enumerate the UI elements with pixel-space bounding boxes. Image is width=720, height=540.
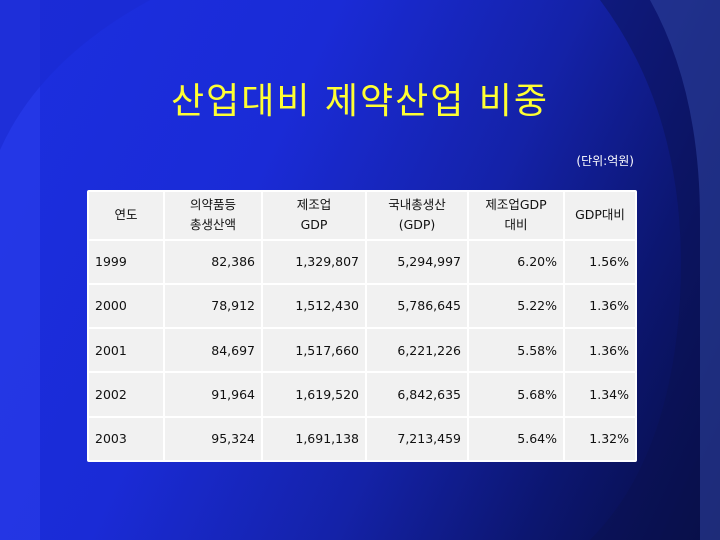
- value-cell: 7,213,459: [367, 417, 467, 460]
- header-cell: GDP대비: [565, 192, 635, 239]
- value-cell: 1.36%: [565, 284, 635, 328]
- value-cell: 5,294,997: [367, 240, 467, 283]
- value-cell: 1,517,660: [263, 329, 365, 372]
- header-cell: 의약품등 총생산액: [165, 192, 261, 239]
- value-cell: 95,324: [165, 417, 261, 460]
- table-row: 2001 84,697 1,517,660 6,221,226 5.58% 1.36%: [89, 329, 635, 372]
- header-cell: 제조업 GDP: [263, 192, 365, 239]
- value-cell: 78,912: [165, 284, 261, 328]
- value-cell: 5.64%: [469, 417, 563, 460]
- right-arc-shape: [590, 0, 720, 540]
- value-cell: 84,697: [165, 329, 261, 372]
- value-cell: 5.22%: [469, 284, 563, 328]
- value-cell: 1,619,520: [263, 373, 365, 416]
- table-row: 1999 82,386 1,329,807 5,294,997 6.20% 1.56%: [89, 240, 635, 283]
- year-cell: 1999: [89, 240, 163, 283]
- value-cell: 5.68%: [469, 373, 563, 416]
- value-cell: 5,786,645: [367, 284, 467, 328]
- right-curve-shape: [650, 0, 720, 540]
- value-cell: 91,964: [165, 373, 261, 416]
- value-cell: 6,842,635: [367, 373, 467, 416]
- header-cell: 국내총생산 (GDP): [367, 192, 467, 239]
- value-cell: 1.56%: [565, 240, 635, 283]
- value-cell: 1,329,807: [263, 240, 365, 283]
- table-row: 2002 91,964 1,619,520 6,842,635 5.68% 1.34%: [89, 373, 635, 416]
- value-cell: 6.20%: [469, 240, 563, 283]
- year-cell: 2001: [89, 329, 163, 372]
- left-bar-shape: [0, 0, 40, 540]
- value-cell: 82,386: [165, 240, 261, 283]
- table-header-row: 연도 의약품등 총생산액 제조업 GDP 국내총생산 (GDP) 제조업GDP 대비 G…: [89, 192, 635, 239]
- data-table: 연도 의약품등 총생산액 제조업 GDP 국내총생산 (GDP) 제조업GDP 대비 G…: [87, 190, 637, 462]
- header-cell: 제조업GDP 대비: [469, 192, 563, 239]
- value-cell: 1.34%: [565, 373, 635, 416]
- year-cell: 2003: [89, 417, 163, 460]
- table-row: 2000 78,912 1,512,430 5,786,645 5.22% 1.36%: [89, 284, 635, 328]
- value-cell: 6,221,226: [367, 329, 467, 372]
- value-cell: 1.36%: [565, 329, 635, 372]
- unit-note: (단위:억원): [576, 154, 634, 168]
- slide-title: 산업대비 제약산업 비중: [170, 81, 550, 122]
- left-curve-shape: [0, 0, 150, 150]
- header-cell: 연도: [89, 192, 163, 239]
- value-cell: 5.58%: [469, 329, 563, 372]
- year-cell: 2002: [89, 373, 163, 416]
- year-cell: 2000: [89, 284, 163, 328]
- value-cell: 1.32%: [565, 417, 635, 460]
- value-cell: 1,691,138: [263, 417, 365, 460]
- value-cell: 1,512,430: [263, 284, 365, 328]
- table-row: 2003 95,324 1,691,138 7,213,459 5.64% 1.32%: [89, 417, 635, 460]
